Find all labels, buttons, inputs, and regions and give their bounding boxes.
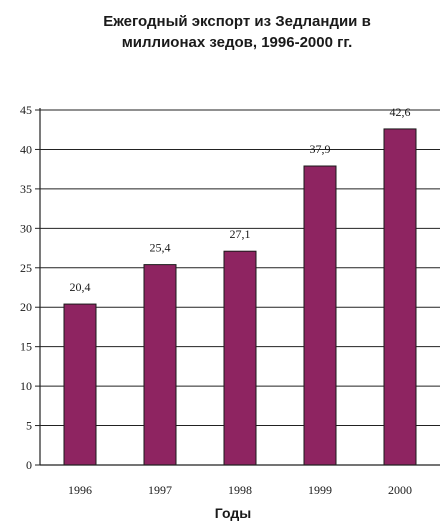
y-tick-label: 30 [20, 221, 32, 235]
data-label-1997: 25,4 [150, 241, 171, 255]
data-label-1999: 37,9 [310, 142, 331, 156]
data-label-1996: 20,4 [70, 280, 91, 294]
y-tick-label: 10 [20, 379, 32, 393]
bar-1996 [63, 303, 97, 466]
bar-2000 [383, 128, 417, 466]
y-tick-label: 45 [20, 103, 32, 117]
y-tick-label: 35 [20, 182, 32, 196]
chart-title-line-1: Ежегодный экспорт из Зедландии в [103, 13, 371, 30]
data-label-1998: 27,1 [230, 227, 251, 241]
x-tick-label-2000: 2000 [388, 483, 412, 497]
chart-title-line-2: миллионах зедов, 1996-2000 гг. [122, 34, 353, 51]
axes [35, 108, 440, 466]
y-tick-label: 15 [20, 340, 32, 354]
y-tick-label: 20 [20, 300, 32, 314]
x-tick-label-1997: 1997 [148, 483, 172, 497]
bar-1999 [303, 165, 337, 466]
labels: 0 5 10 15 20 25 30 35 40 45 20,4 1996 25,4 1997 27,1 19… [20, 103, 412, 497]
y-tick-label: 5 [26, 419, 32, 433]
x-tick-label-1999: 1999 [308, 483, 332, 497]
x-axis-label: Годы [215, 505, 251, 521]
data-label-2000: 42,6 [390, 105, 411, 119]
y-tick-label: 25 [20, 261, 32, 275]
bar-1997 [143, 264, 177, 466]
bars [63, 128, 417, 466]
y-tick-label: 0 [26, 458, 32, 472]
bar-1998 [223, 250, 257, 466]
x-tick-label-1996: 1996 [68, 483, 92, 497]
x-tick-label-1998: 1998 [228, 483, 252, 497]
y-tick-label: 40 [20, 142, 32, 156]
